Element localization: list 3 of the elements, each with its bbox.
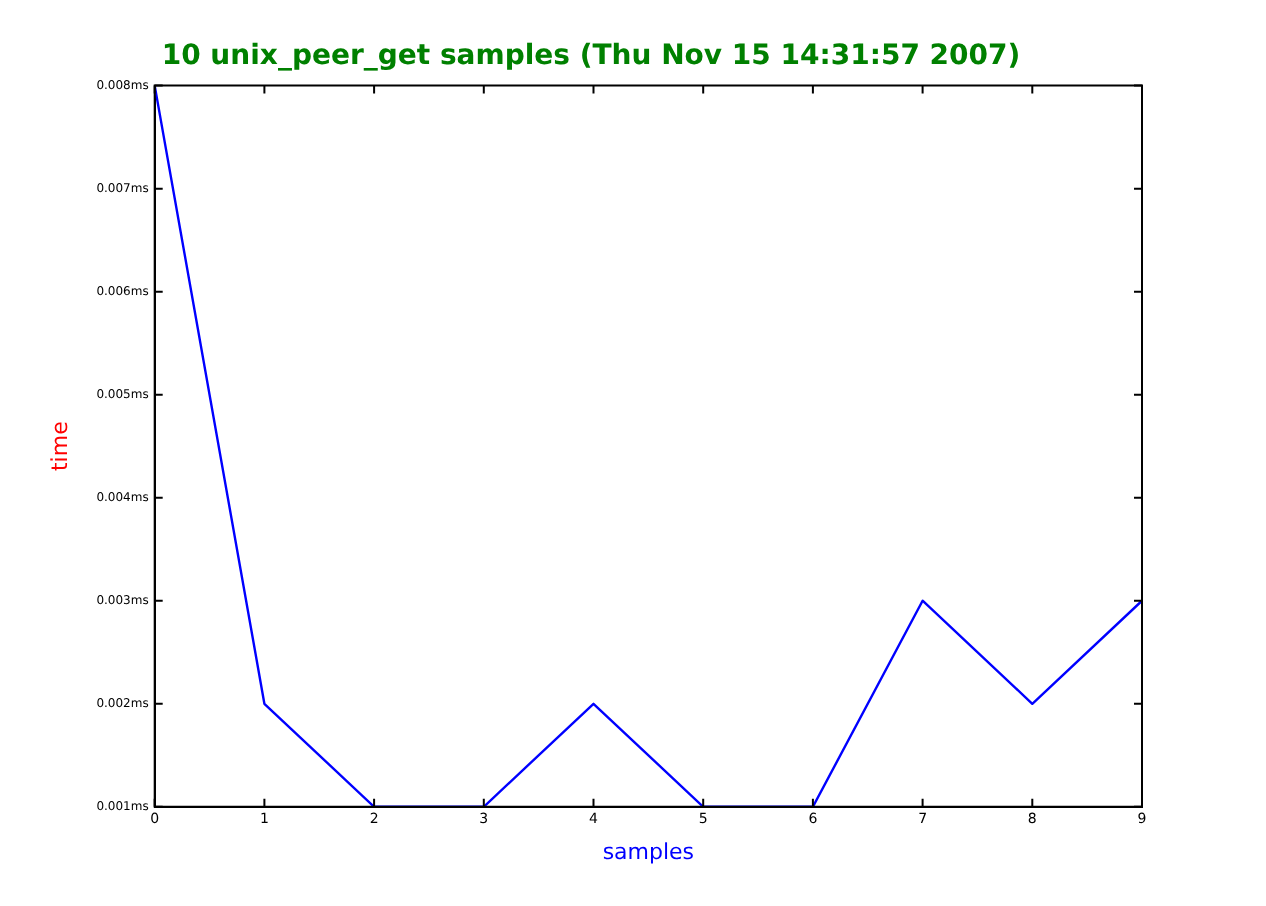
y-axis-title: time xyxy=(46,420,73,472)
chart-title: 10 unix_peer_get samples (Thu Nov 15 14:31:57 2007) xyxy=(161,40,1021,73)
x-axis-title: samples xyxy=(602,838,695,865)
